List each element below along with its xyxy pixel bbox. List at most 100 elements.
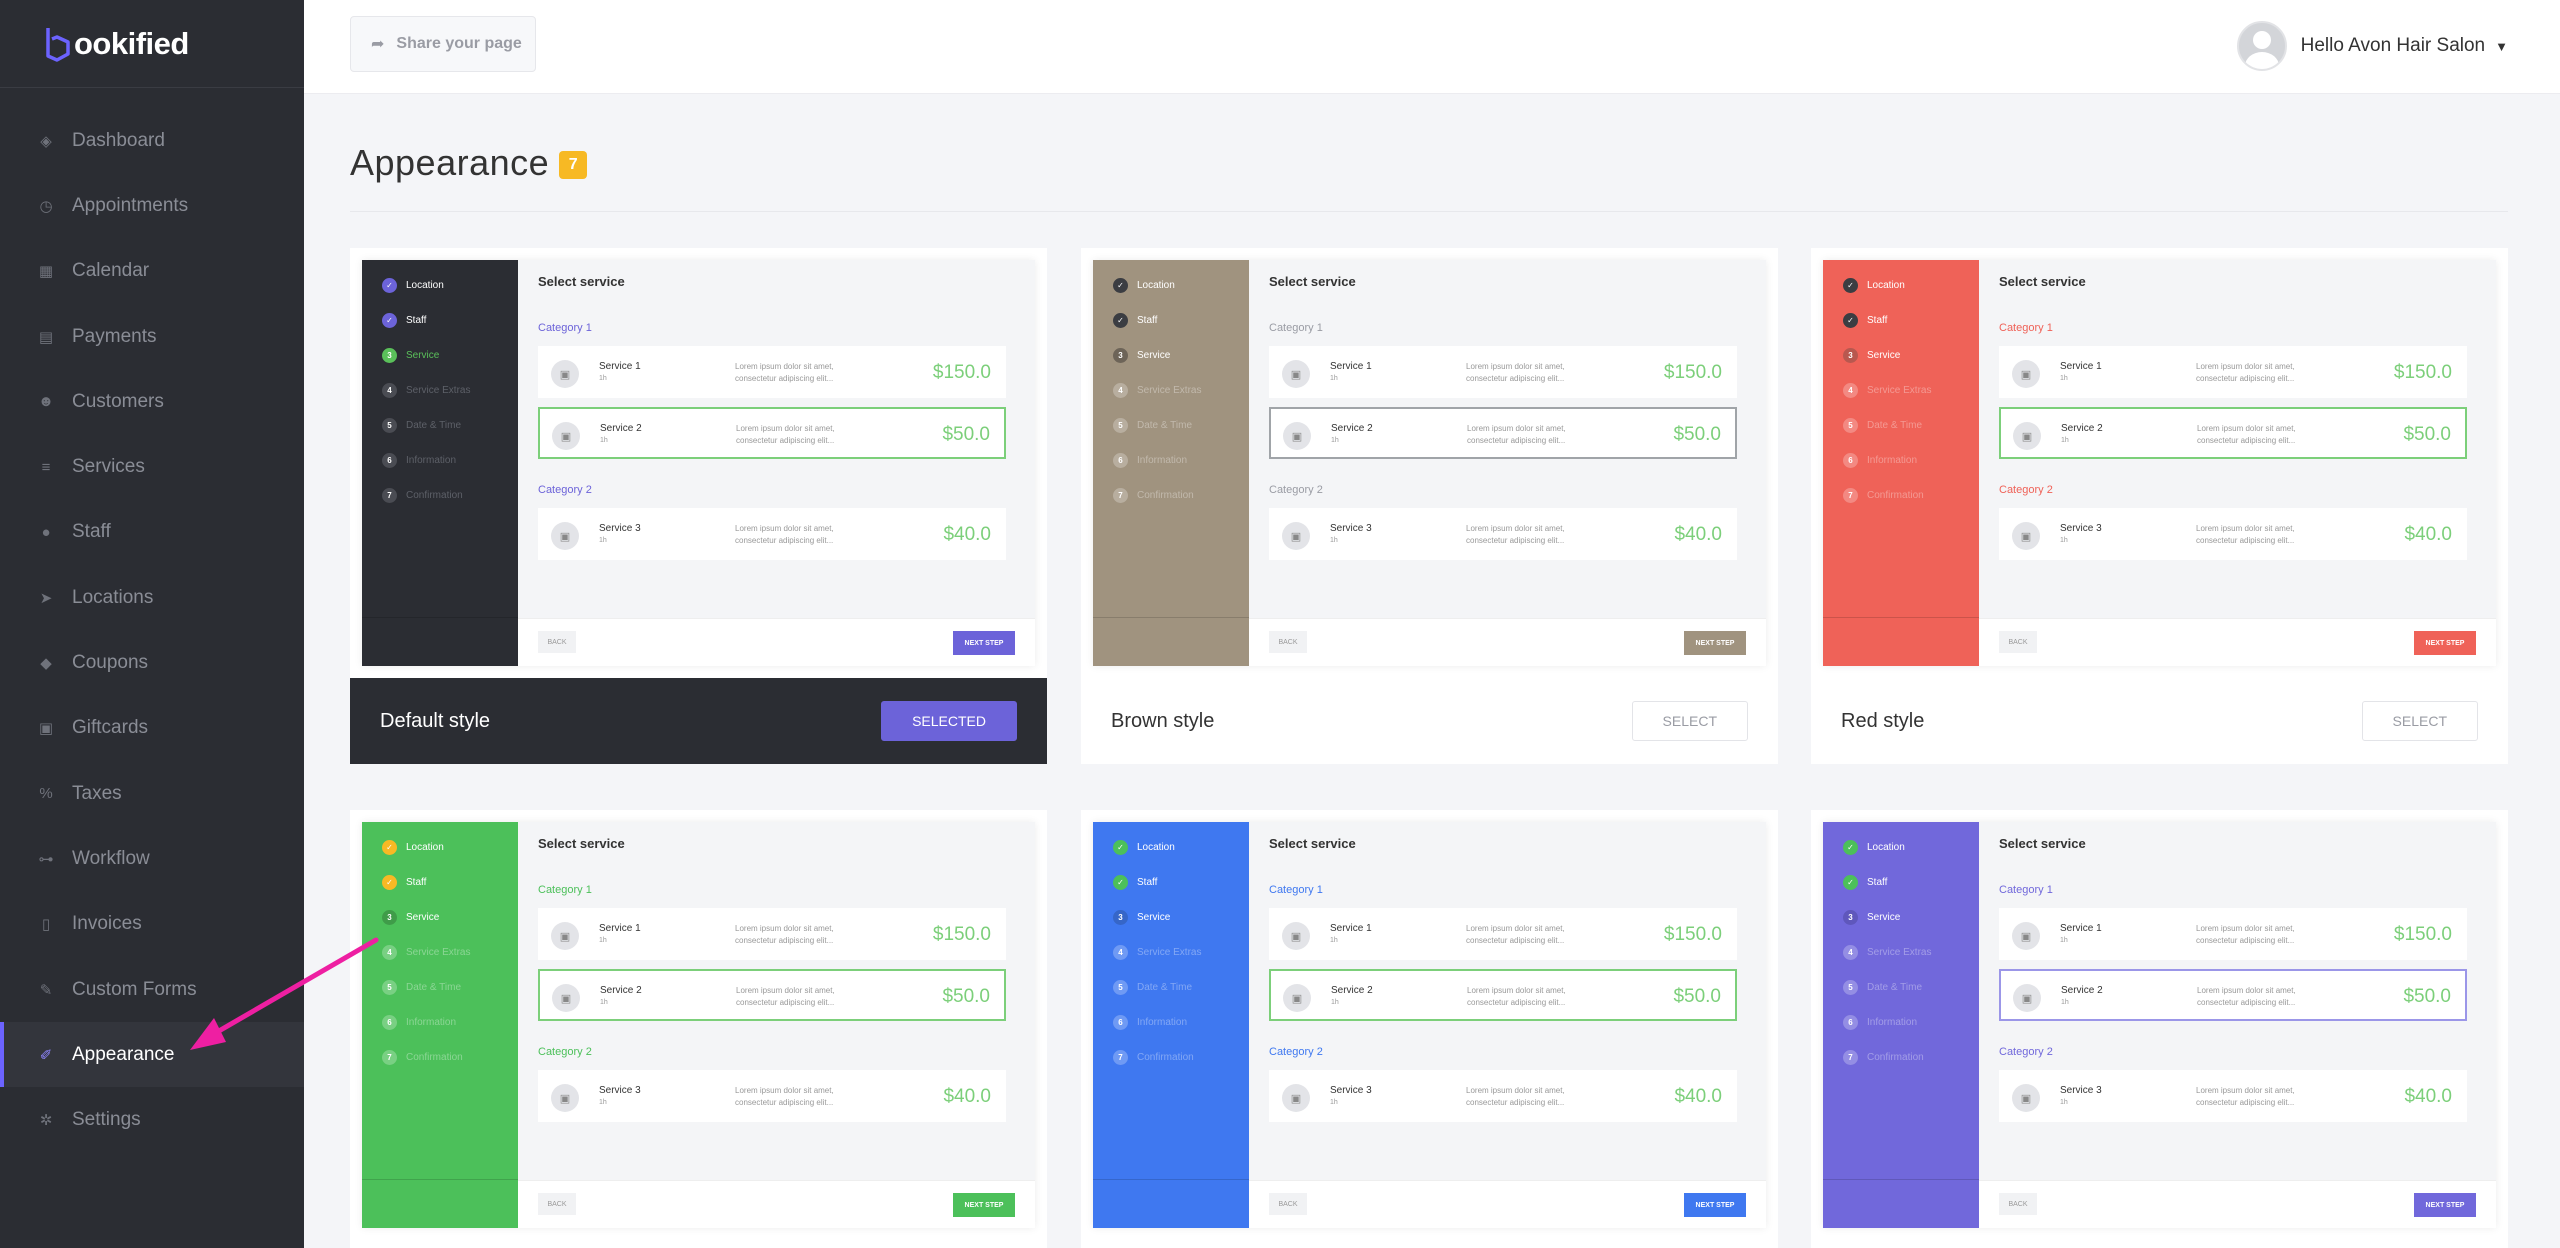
step-label: Date & Time [406,982,462,993]
service-name: Service 2 [2061,985,2103,996]
sidebar-item-taxes[interactable]: % Taxes [0,761,304,826]
image-placeholder-icon: ▣ [2013,422,2041,450]
style-preview[interactable]: ✓ Location ✓ Staff 3 Service 4 Service E… [1093,260,1766,666]
preview-step: ✓ Location [382,278,444,293]
cube-icon: ◈ [40,132,52,150]
service-name: Service 2 [2061,423,2103,434]
step-dot-icon: 6 [382,453,397,468]
step-dot-icon: 7 [1113,1050,1128,1065]
sidebar-item-dashboard[interactable]: ◈ Dashboard [0,108,304,173]
service-duration: 1h [599,537,607,544]
step-label: Staff [1867,315,1888,326]
service-price: $40.0 [943,524,991,545]
preview-title: Select service [538,274,625,289]
preview-step: 7 Confirmation [1113,1050,1194,1065]
select-button[interactable]: SELECT [1631,701,1748,741]
step-dot-icon: 7 [1843,488,1858,503]
service-price: $40.0 [1674,524,1722,545]
preview-sidebar: ✓ Location ✓ Staff 3 Service 4 Service E… [1093,822,1249,1228]
preview-footer: BACK NEXT STEP [518,1180,1035,1228]
preview-service-row: ▣ Service 3 1h Lorem ipsum dolor sit ame… [1999,508,2467,560]
service-name: Service 3 [1330,523,1372,534]
preview-back-button: BACK [1269,1193,1307,1215]
service-name: Service 2 [1331,423,1373,434]
step-dot-icon: 7 [1113,488,1128,503]
style-preview[interactable]: ✓ Location ✓ Staff 3 Service 4 Service E… [1093,822,1766,1228]
step-label: Staff [1867,877,1888,888]
service-duration: 1h [1330,375,1338,382]
sidebar-item-customers[interactable]: ☻ Customers [0,369,304,434]
style-preview[interactable]: ✓ Location ✓ Staff 3 Service 4 Service E… [1823,260,2496,666]
sidebar-item-calendar[interactable]: ▦ Calendar [0,239,304,304]
step-dot-icon: ✓ [1113,840,1128,855]
sidebar-item-payments[interactable]: ▤ Payments [0,304,304,369]
gear-icon: ✲ [39,1112,53,1130]
step-label: Service Extras [1137,385,1202,396]
sidebar-item-giftcards[interactable]: ▣ Giftcards [0,696,304,761]
selected-button[interactable]: SELECTED [881,701,1017,741]
preview-category: Category 1 [538,884,592,896]
preview-next-button: NEXT STEP [1684,631,1746,655]
style-name: Default style [380,709,491,732]
sidebar-item-locations[interactable]: ➤ Locations [0,565,304,630]
style-preview[interactable]: ✓ Location ✓ Staff 3 Service 4 Service E… [362,822,1035,1228]
step-dot-icon: 5 [1113,418,1128,433]
step-label: Information [406,1017,457,1028]
gift-icon: ▣ [38,720,54,738]
sidebar-item-workflow[interactable]: ⊶ Workflow [0,826,304,891]
preview-service-row: ▣ Service 1 1h Lorem ipsum dolor sit ame… [1269,346,1737,398]
step-label: Service Extras [1137,947,1202,958]
service-price: $150.0 [1663,924,1722,945]
service-price: $50.0 [942,424,990,445]
invoice-icon: ▯ [41,916,51,934]
step-dot-icon: 5 [1113,980,1128,995]
sidebar-item-label: Settings [72,1109,141,1131]
sidebar-item-appearance[interactable]: ✐ Appearance [0,1022,304,1088]
style-preview[interactable]: ✓ Location ✓ Staff 3 Service 4 Service E… [1823,822,2496,1228]
preview-main: Select service Category 1 Category 2 ▣ S… [518,260,1035,666]
step-dot-icon: 6 [1843,453,1858,468]
image-placeholder-icon: ▣ [551,360,579,388]
step-label: Date & Time [1137,982,1193,993]
sidebar-item-label: Custom Forms [72,978,197,1000]
brush-icon: ✐ [39,1046,53,1064]
service-description: Lorem ipsum dolor sit amet, consectetur … [1467,424,1566,445]
preview-step: 6 Information [1113,453,1187,468]
step-label: Location [406,842,444,853]
preview-main: Select service Category 1 Category 2 ▣ S… [1979,260,2496,666]
preview-category: Category 1 [538,322,592,334]
preview-category: Category 1 [1999,322,2053,334]
preview-next-button: NEXT STEP [953,1193,1015,1217]
logo[interactable]: ookified [0,0,304,88]
user-menu[interactable]: Hello Avon Hair Salon ▼ [2236,20,2508,72]
style-card-footer: Brown style SELECT [1081,678,1778,764]
sidebar-item-invoices[interactable]: ▯ Invoices [0,892,304,957]
sidebar-item-coupons[interactable]: ◆ Coupons [0,630,304,695]
main-content: Appearance 7 ✓ Location ✓ Staff 3 Servic… [350,94,2508,1248]
preview-step: 7 Confirmation [1113,488,1194,503]
sidebar-item-label: Taxes [72,782,122,804]
style-preview[interactable]: ✓ Location ✓ Staff 3 Service 4 Service E… [362,260,1035,666]
step-label: Date & Time [1137,420,1193,431]
sidebar-item-appointments[interactable]: ◷ Appointments [0,173,304,238]
select-button[interactable]: SELECT [2361,701,2478,741]
step-label: Staff [406,877,427,888]
preview-step: 6 Information [1843,453,1917,468]
sidebar-item-custom-forms[interactable]: ✎ Custom Forms [0,957,304,1022]
sidebar-item-label: Workflow [72,847,150,869]
service-duration: 1h [1331,999,1339,1006]
service-duration: 1h [599,937,607,944]
share-page-button[interactable]: ➦ Share your page [350,16,536,72]
avatar [2236,21,2287,71]
sidebar-item-services[interactable]: ≡ Services [0,434,304,499]
sidebar-item-settings[interactable]: ✲ Settings [0,1087,304,1152]
preview-step: ✓ Location [1113,278,1175,293]
sidebar-item-staff[interactable]: ● Staff [0,500,304,565]
image-placeholder-icon: ▣ [551,522,579,550]
preview-back-button: BACK [538,631,576,653]
preview-title: Select service [538,836,625,851]
service-price: $150.0 [932,924,991,945]
service-duration: 1h [600,999,608,1006]
service-price: $150.0 [1663,362,1722,383]
service-name: Service 3 [599,1085,641,1096]
